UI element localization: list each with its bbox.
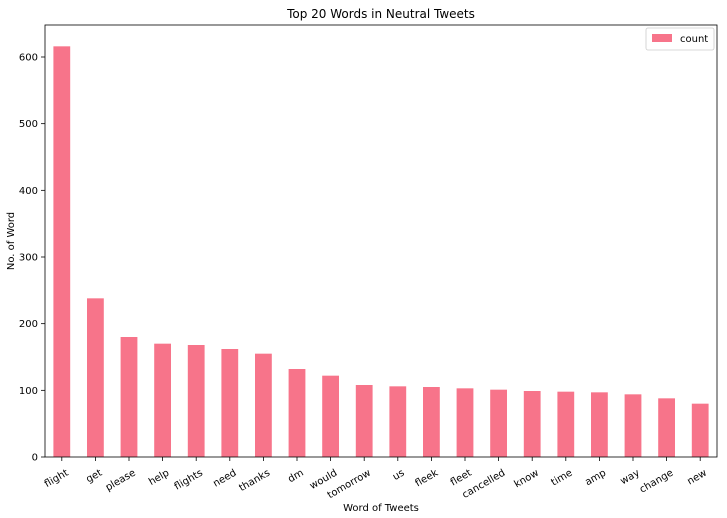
x-tick-label-please: please bbox=[104, 468, 138, 494]
bar-please bbox=[120, 337, 138, 457]
bar-need bbox=[221, 349, 239, 457]
y-tick-label: 600 bbox=[19, 53, 38, 64]
y-tick-label: 200 bbox=[19, 319, 38, 330]
legend-label: count bbox=[680, 34, 708, 45]
bar-change bbox=[658, 398, 675, 457]
legend: count bbox=[645, 27, 715, 51]
bar-dm bbox=[288, 369, 306, 457]
legend-box bbox=[645, 27, 715, 51]
x-tick-label-flights: flights bbox=[173, 468, 205, 493]
y-tick-label: 100 bbox=[19, 386, 38, 397]
bar-fleet bbox=[456, 388, 474, 457]
bar-thanks bbox=[255, 353, 272, 457]
legend-swatch bbox=[652, 34, 672, 42]
x-tick-label-way: way bbox=[619, 468, 642, 488]
bar-fleek bbox=[423, 387, 440, 457]
bar-flights bbox=[187, 345, 205, 457]
y-tick-label: 500 bbox=[19, 119, 38, 130]
y-tick-label: 300 bbox=[19, 253, 38, 264]
x-tick-label-time: time bbox=[549, 468, 574, 489]
x-tick-label-help: help bbox=[147, 468, 171, 488]
x-tick-label-get: get bbox=[84, 468, 104, 486]
y-axis-title: No. of Word bbox=[6, 212, 17, 270]
x-tick-label-amp: amp bbox=[583, 468, 608, 489]
x-tick-label-flight: flight bbox=[43, 468, 71, 490]
x-tick-label-know: know bbox=[513, 468, 541, 491]
y-tick-label: 400 bbox=[19, 186, 38, 197]
bar-would bbox=[322, 375, 339, 457]
x-tick-label-need: need bbox=[211, 468, 238, 490]
bar-new bbox=[691, 403, 709, 457]
bar-know bbox=[523, 391, 541, 457]
x-tick-label-fleek: fleek bbox=[413, 468, 440, 490]
bar-amp bbox=[591, 392, 608, 457]
bar-get bbox=[87, 298, 104, 457]
x-tick-label-us: us bbox=[391, 468, 407, 483]
bar-help bbox=[154, 343, 171, 457]
x-axis-title: Word of Tweets bbox=[343, 503, 419, 514]
bars-group bbox=[53, 46, 709, 457]
x-tick-label-dm: dm bbox=[286, 468, 305, 486]
plot-frame bbox=[44, 24, 718, 458]
bar-tomorrow bbox=[355, 385, 373, 457]
bar-cancelled bbox=[490, 389, 507, 457]
x-tick-label-new: new bbox=[686, 468, 709, 488]
x-tick-label-change: change bbox=[638, 468, 675, 496]
bar-us bbox=[389, 386, 407, 457]
chart-title: Top 20 Words in Neutral Tweets bbox=[286, 7, 475, 21]
y-tick-label: 0 bbox=[32, 453, 38, 464]
bar-time bbox=[557, 391, 575, 457]
y-axis: 0 100 200 300 400 500 600 bbox=[19, 53, 45, 464]
x-tick-label-thanks: thanks bbox=[237, 468, 272, 494]
bar-flight bbox=[53, 46, 71, 457]
bar-way bbox=[624, 394, 642, 457]
